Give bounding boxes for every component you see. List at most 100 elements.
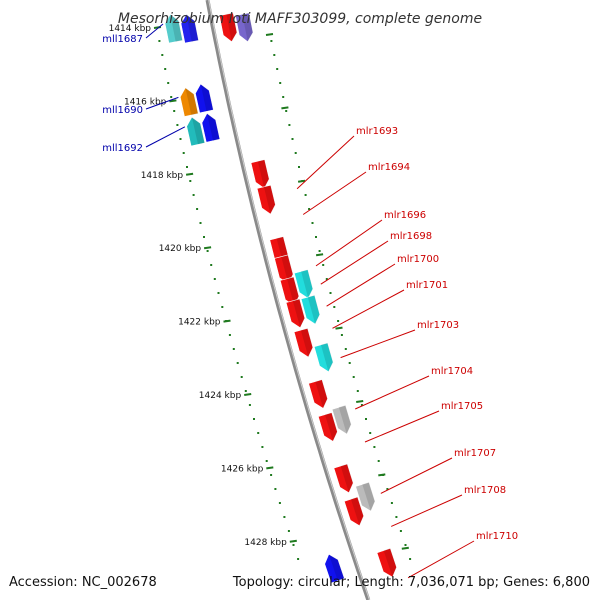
leader-line (380, 457, 453, 494)
gene-mlr1708-shade (350, 497, 364, 526)
left-guide-dot (287, 530, 290, 532)
left-guide-dot (265, 460, 268, 462)
tick-label: 1422 kbp (178, 318, 221, 328)
right-guide-dot (288, 124, 291, 126)
gene-mll1692 (186, 116, 206, 147)
genome-stats-text: Topology: circular; Length: 7,036,071 bp… (232, 575, 590, 590)
gene-mlr1694-shade (263, 185, 276, 215)
tick-mark-right (335, 326, 343, 330)
ticks-layer: 1414 kbp 1416 kbp 1418 kbp 1420 kbp 1422 kbp… (109, 24, 409, 550)
tick-mark-right (315, 253, 324, 257)
left-guide-dot (278, 502, 281, 504)
tick-mark-right (401, 546, 409, 550)
right-guide-dot (365, 418, 367, 420)
gene-mll1692-shade (191, 117, 205, 145)
left-guide-dot (170, 96, 173, 98)
right-guide-dot (322, 264, 325, 266)
gene-mll1690-shade (185, 87, 199, 116)
gene-mlr1698-shade (281, 254, 294, 284)
tick-mark-right (356, 400, 364, 403)
right-guide-dot (377, 460, 380, 462)
leader-line (320, 240, 389, 285)
gene-mlr_top2 (235, 12, 254, 43)
right-guide-dot (337, 320, 340, 322)
leader-line (364, 410, 440, 443)
gene-mlr1703c (313, 342, 334, 373)
backbone-line (205, 0, 371, 600)
leader-line (407, 540, 475, 579)
gene-mlr1701 (285, 298, 306, 329)
left-guide-dot (228, 334, 231, 336)
right-guide-dot (409, 558, 412, 560)
gene-mlr1701c-shade (307, 295, 320, 325)
backbone-highlight (208, 0, 370, 600)
gene-label-mlr1708: mlr1708 (464, 485, 506, 496)
backbone-layer (205, 0, 371, 600)
leader-line (145, 23, 164, 39)
gene-label-mlr1700: mlr1700 (397, 254, 439, 265)
right-guide-dot (318, 250, 321, 252)
tick-label: 1418 kbp (141, 171, 184, 181)
gene-mlr1707-shade (340, 464, 354, 493)
left-guide-dot (292, 544, 295, 546)
tick-mark (169, 99, 177, 103)
gene-mll_end1-shade (328, 554, 345, 581)
gene-mlr1710 (376, 547, 397, 578)
gene-mlr1703-shade (300, 328, 313, 358)
gene-mll1690b-shade (200, 84, 214, 112)
right-guide-dot (360, 404, 363, 406)
gene-mlr1708 (343, 496, 365, 527)
right-guide-dot (311, 222, 314, 224)
gene-mlr1707 (333, 463, 354, 494)
gene-mlr_top2-shade (242, 12, 253, 42)
left-guide-dot (173, 110, 176, 112)
left-guide-dot (248, 404, 251, 406)
leader-line (390, 494, 463, 527)
right-guide-dot (352, 376, 355, 378)
right-guide-dot (282, 96, 285, 98)
leader-line (145, 96, 179, 110)
left-guide-dot (217, 292, 220, 294)
map-title: Mesorhizobium loti MAFF303099, complete … (118, 11, 482, 27)
gene-mlr1705g-shade (338, 405, 352, 435)
gene-label-mlr1705: mlr1705 (441, 401, 483, 412)
gene-mlr1700c (293, 269, 314, 299)
tick-mark-right (378, 473, 386, 477)
right-guide-dot (390, 502, 393, 504)
gene-label-mlr1703: mlr1703 (417, 320, 459, 331)
left-guide-dot (164, 68, 167, 70)
grid-layer (158, 40, 412, 560)
tick-label: 1424 kbp (199, 391, 242, 401)
leader-line (302, 171, 367, 215)
left-guide-dot (203, 236, 205, 238)
gene-label-mll1690: mll1690 (102, 105, 143, 116)
left-guide-dot (283, 516, 286, 518)
left-guide-dot (253, 418, 255, 420)
right-guide-dot (333, 306, 336, 308)
tick-mark (223, 319, 231, 323)
left-guide-dot (196, 208, 199, 210)
right-guide-dot (304, 194, 307, 196)
tick-label: 1426 kbp (221, 464, 264, 474)
tick-label: 1414 kbp (109, 24, 152, 34)
tick-label: 1420 kbp (159, 244, 202, 254)
left-guide-dot (236, 362, 239, 364)
tick-mark-right (265, 33, 274, 36)
right-guide-dot (308, 208, 311, 210)
right-guide-dot (399, 530, 402, 532)
gene-mll1690 (179, 87, 199, 117)
gene-mll1692b-shade (207, 113, 220, 141)
gene-mlr_top1-shade (226, 12, 237, 42)
gene-label-mll1687: mll1687 (102, 34, 143, 45)
left-guide-dot (167, 82, 170, 84)
leader-line (326, 263, 396, 307)
gene-mll1690b (195, 83, 214, 114)
right-guide-dot (294, 152, 297, 154)
gene-mlr1708g (355, 481, 376, 512)
right-guide-dot (369, 432, 372, 434)
gene-mlr1704 (308, 379, 328, 409)
tick-mark-right (281, 106, 289, 110)
left-guide-dot (270, 474, 273, 476)
gene-label-mlr1710: mlr1710 (476, 531, 518, 542)
tick-label: 1416 kbp (124, 97, 167, 107)
